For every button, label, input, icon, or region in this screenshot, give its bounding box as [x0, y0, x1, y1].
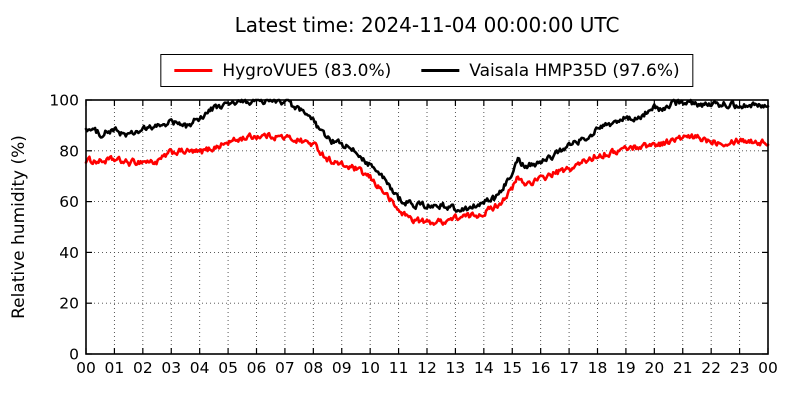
legend-label-vaisala: Vaisala HMP35D (97.6%) — [469, 60, 680, 81]
black-line-swatch-icon — [421, 69, 460, 72]
x-tick-label: 04 — [190, 359, 210, 377]
x-tick-label: 13 — [446, 359, 466, 377]
x-tick-label: 12 — [417, 359, 437, 377]
legend: HygroVUE5 (83.0%) Vaisala HMP35D (97.6%) — [160, 54, 694, 87]
x-tick-label: 17 — [559, 359, 579, 377]
plot-border — [85, 99, 769, 355]
x-tick-label: 08 — [303, 359, 323, 377]
x-tick-label: 21 — [673, 359, 693, 377]
chart-title: Latest time: 2024-11-04 00:00:00 UTC — [234, 13, 620, 37]
gridlines — [86, 100, 768, 354]
x-tick-label: 09 — [332, 359, 352, 377]
y-axis-label: Relative humidity (%) — [9, 135, 29, 319]
data-series — [84, 98, 770, 226]
x-tick-label: 18 — [588, 359, 608, 377]
x-tick-label: 15 — [502, 359, 522, 377]
x-tick-label: 16 — [531, 359, 551, 377]
axis-ticks — [85, 99, 769, 355]
y-tick-label: 100 — [49, 92, 79, 110]
x-tick-label: 05 — [218, 359, 238, 377]
x-tick-label: 22 — [701, 359, 721, 377]
legend-label-hygrovue5: HygroVUE5 (83.0%) — [222, 60, 392, 81]
red-line-swatch-icon — [174, 69, 213, 72]
x-tick-label: 19 — [616, 359, 636, 377]
x-tick-label: 01 — [105, 359, 125, 377]
legend-item-hygrovue5: HygroVUE5 (83.0%) — [174, 61, 391, 81]
x-tick-label: 14 — [474, 359, 494, 377]
y-tick-label: 40 — [59, 244, 79, 262]
x-tick-label: 11 — [389, 359, 409, 377]
x-tick-label: 00 — [758, 359, 778, 377]
legend-item-vaisala: Vaisala HMP35D (97.6%) — [421, 60, 680, 81]
y-tick-label: 20 — [59, 295, 79, 313]
x-tick-label: 00 — [76, 359, 96, 377]
x-tick-label: 03 — [161, 359, 181, 377]
y-tick-label: 60 — [59, 193, 79, 211]
y-tick-label: 0 — [69, 346, 79, 364]
x-tick-label: 02 — [133, 359, 153, 377]
x-tick-labels: 00 01 02 03 04 05 06 07 08 09 10 11 12 13 14 15 16 17 18 19… — [76, 359, 778, 377]
x-tick-label: 07 — [275, 359, 295, 377]
x-tick-label: 10 — [360, 359, 380, 377]
series-line-hygrovue5 — [84, 131, 770, 226]
x-tick-label: 20 — [644, 359, 664, 377]
y-tick-label: 80 — [59, 142, 79, 160]
x-tick-label: 23 — [730, 359, 750, 377]
y-tick-labels: 0 20 40 60 80 100 — [49, 92, 79, 364]
x-tick-label: 06 — [247, 359, 267, 377]
